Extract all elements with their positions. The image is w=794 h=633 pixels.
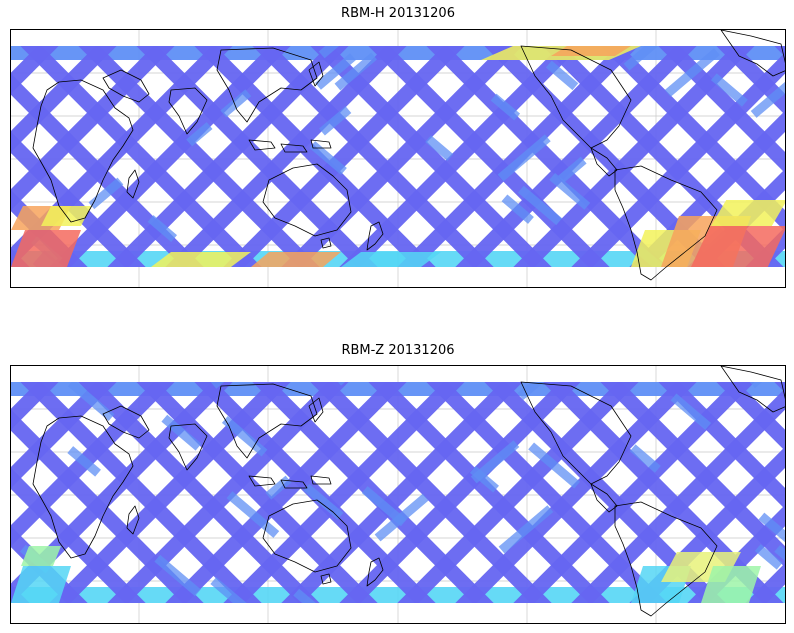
rbm-z-map-canvas: [11, 366, 785, 623]
bottom-panel-title: RBM-Z 20131206: [341, 343, 455, 358]
rbm-h-map: [10, 29, 786, 288]
top-panel-title: RBM-H 20131206: [341, 6, 455, 21]
rbm-z-map: [10, 365, 786, 624]
satellite-swaths: [11, 46, 785, 267]
satellite-swaths: [11, 382, 785, 603]
coastlines: [32, 366, 785, 617]
rbm-h-map-canvas: [11, 30, 785, 287]
coastlines: [32, 30, 785, 281]
